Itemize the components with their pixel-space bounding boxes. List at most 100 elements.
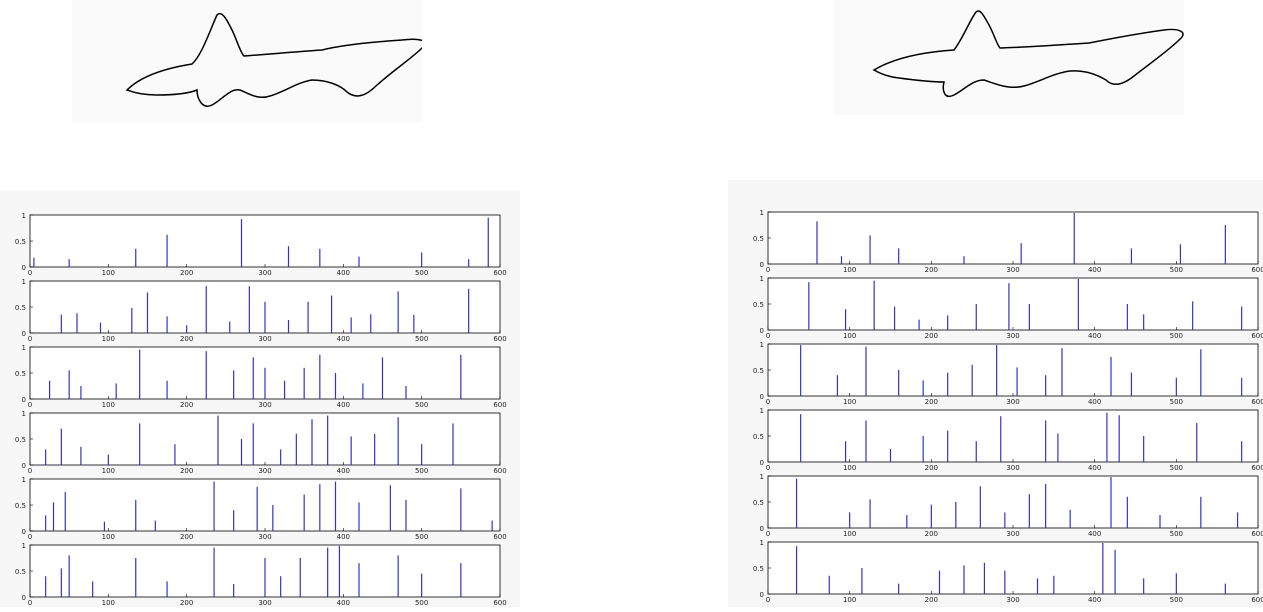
x-tick-label: 400 [1088, 464, 1101, 472]
subplot-5: 0 0.5 1 0 100 200 300 400 500 600 [753, 473, 1263, 538]
x-tick-label: 100 [102, 467, 115, 475]
subplot-frame [767, 409, 1259, 463]
x-tick-label: 500 [415, 533, 428, 541]
x-tick-label: 200 [180, 269, 193, 277]
x-tick-label: 400 [337, 599, 350, 607]
x-tick-label: 100 [102, 335, 115, 343]
y-tick-label: 0.5 [15, 436, 26, 444]
x-tick-label: 600 [493, 335, 506, 343]
x-tick-label: 200 [925, 266, 938, 274]
subplot-frame [29, 214, 501, 268]
y-tick-label: 1 [22, 410, 26, 418]
x-tick-label: 500 [1170, 332, 1183, 340]
x-tick-label: 200 [180, 467, 193, 475]
subplot-1: 0 0.5 1 0 100 200 300 400 500 600 [753, 209, 1263, 274]
x-tick-label: 600 [493, 599, 506, 607]
subplot-4: 0 0.5 1 0 100 200 300 400 500 600 [753, 407, 1263, 472]
subplot-3: 0 0.5 1 0 100 200 300 400 500 600 [15, 344, 507, 409]
x-tick-label: 500 [1170, 266, 1183, 274]
x-tick-label: 200 [925, 464, 938, 472]
x-tick-label: 100 [102, 269, 115, 277]
x-tick-label: 400 [1088, 596, 1101, 604]
y-tick-label: 0 [22, 396, 26, 404]
y-tick-label: 1 [22, 278, 26, 286]
y-tick-label: 0.5 [753, 235, 764, 243]
x-tick-label: 500 [415, 599, 428, 607]
x-tick-label: 600 [493, 533, 506, 541]
x-tick-label: 400 [337, 467, 350, 475]
x-tick-label: 400 [337, 401, 350, 409]
y-tick-label: 1 [22, 344, 26, 352]
y-tick-label: 1 [22, 542, 26, 550]
x-tick-label: 100 [843, 398, 856, 406]
y-tick-label: 0 [760, 261, 764, 269]
y-tick-label: 0.5 [15, 568, 26, 576]
x-tick-label: 100 [843, 332, 856, 340]
subplot-frame [767, 211, 1259, 265]
x-tick-label: 200 [925, 332, 938, 340]
x-tick-label: 600 [1251, 266, 1263, 274]
x-tick-label: 100 [102, 401, 115, 409]
x-tick-label: 0 [766, 332, 770, 340]
subplot-4: 0 0.5 1 0 100 200 300 400 500 600 [15, 410, 507, 475]
chart-panel-right: 0 0.5 1 0 100 200 300 400 500 600 0 0.5 1 0 100 200 300 4… [728, 180, 1263, 607]
x-tick-label: 300 [1006, 530, 1019, 538]
subplot-frame [767, 277, 1259, 331]
subplot-frame [767, 541, 1259, 595]
subplot-frame [767, 343, 1259, 397]
y-tick-label: 0 [760, 393, 764, 401]
x-tick-label: 300 [1006, 266, 1019, 274]
x-tick-label: 100 [843, 596, 856, 604]
x-tick-label: 400 [337, 269, 350, 277]
x-tick-label: 600 [493, 467, 506, 475]
x-tick-label: 300 [258, 401, 271, 409]
subplot-2: 0 0.5 1 0 100 200 300 400 500 600 [15, 278, 507, 343]
x-tick-label: 300 [1006, 332, 1019, 340]
x-tick-label: 0 [28, 401, 32, 409]
y-tick-label: 1 [22, 476, 26, 484]
x-tick-label: 600 [1251, 332, 1263, 340]
y-tick-label: 0 [22, 264, 26, 272]
y-tick-label: 0 [760, 591, 764, 599]
x-tick-label: 300 [1006, 398, 1019, 406]
x-tick-label: 0 [766, 530, 770, 538]
subplot-frame [29, 478, 501, 532]
y-tick-label: 1 [760, 539, 764, 547]
x-tick-label: 500 [415, 401, 428, 409]
x-tick-label: 0 [28, 269, 32, 277]
y-tick-label: 0.5 [15, 238, 26, 246]
x-tick-label: 300 [258, 269, 271, 277]
x-tick-label: 400 [337, 335, 350, 343]
x-tick-label: 300 [258, 599, 271, 607]
x-tick-label: 300 [258, 467, 271, 475]
x-tick-label: 300 [1006, 464, 1019, 472]
x-tick-label: 600 [493, 401, 506, 409]
x-tick-label: 100 [102, 599, 115, 607]
x-tick-label: 600 [1251, 464, 1263, 472]
x-tick-label: 0 [28, 467, 32, 475]
x-tick-label: 400 [1088, 266, 1101, 274]
x-tick-label: 100 [843, 464, 856, 472]
x-tick-label: 0 [28, 335, 32, 343]
y-tick-label: 1 [760, 473, 764, 481]
y-tick-label: 0.5 [753, 367, 764, 375]
x-tick-label: 500 [1170, 596, 1183, 604]
subplot-frame [767, 475, 1259, 529]
subplot-6: 0 0.5 1 0 100 200 300 400 500 600 [15, 542, 507, 607]
x-tick-label: 200 [180, 335, 193, 343]
shark-outline-left [125, 13, 426, 107]
x-tick-label: 600 [1251, 596, 1263, 604]
x-tick-label: 500 [1170, 398, 1183, 406]
x-tick-label: 200 [180, 599, 193, 607]
x-tick-label: 600 [1251, 398, 1263, 406]
y-tick-label: 0.5 [753, 433, 764, 441]
y-tick-label: 0 [22, 462, 26, 470]
x-tick-label: 0 [766, 266, 770, 274]
y-tick-label: 0 [760, 327, 764, 335]
x-tick-label: 100 [102, 533, 115, 541]
y-tick-label: 1 [760, 209, 764, 217]
y-tick-label: 1 [760, 407, 764, 415]
x-tick-label: 500 [415, 467, 428, 475]
chart-panel-left: 0 0.5 1 0 100 200 300 400 500 600 0 0.5 1 0 100 200 300 4… [0, 190, 520, 607]
subplot-6: 0 0.5 1 0 100 200 300 400 500 600 [753, 539, 1263, 604]
